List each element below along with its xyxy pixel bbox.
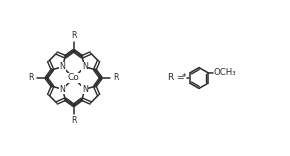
Text: N: N bbox=[59, 62, 65, 71]
Text: N: N bbox=[82, 62, 88, 71]
Text: R: R bbox=[71, 116, 76, 125]
Text: R: R bbox=[29, 73, 34, 83]
Text: N: N bbox=[82, 85, 88, 94]
Text: R: R bbox=[71, 31, 76, 40]
Text: OCH₃: OCH₃ bbox=[214, 68, 237, 77]
Text: N: N bbox=[59, 85, 65, 94]
Text: R: R bbox=[113, 73, 119, 83]
Text: *: * bbox=[182, 73, 186, 82]
Text: Co: Co bbox=[68, 73, 79, 83]
Text: R =: R = bbox=[168, 73, 184, 83]
